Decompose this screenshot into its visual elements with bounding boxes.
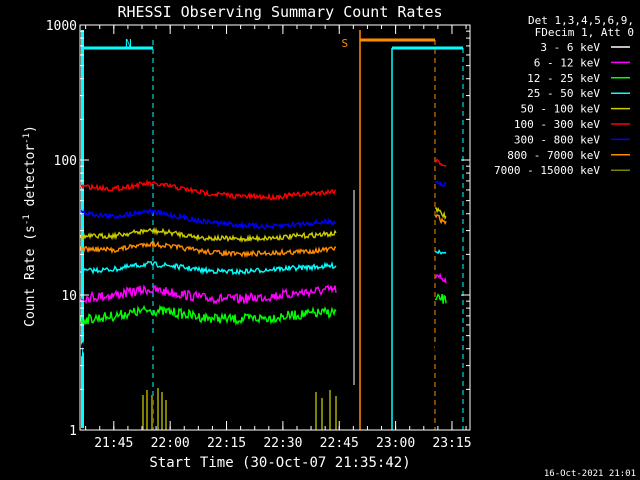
- x-tick-label-3: 22:30: [263, 436, 302, 451]
- legend-label-4: 50 - 100 keV: [521, 103, 601, 116]
- legend-label-1: 6 - 12 keV: [534, 56, 601, 69]
- series-line-7-0: [79, 240, 336, 259]
- x-tick-label-2: 22:15: [207, 436, 246, 451]
- series-line-3-1: [434, 248, 447, 255]
- legend-label-7: 800 - 7000 keV: [507, 149, 600, 162]
- legend-header-1: FDecim 1, Att 0: [535, 26, 634, 39]
- legend-label-8: 7000 - 15000 keV: [494, 164, 600, 177]
- series-line-4-0: [79, 226, 337, 243]
- plot-frame: [79, 24, 471, 431]
- series-line-4-1: [435, 206, 447, 220]
- legend-label-0: 3 - 6 keV: [540, 41, 600, 54]
- series-line-2-1: [434, 293, 447, 304]
- series-line-0-0: [79, 331, 337, 366]
- x-tick-label-4: 22:45: [320, 436, 359, 451]
- annotation-s: S: [342, 37, 349, 50]
- y-axis-label: Count Rate (s-1 detector-1): [22, 125, 38, 327]
- series-line-2-0: [79, 304, 337, 326]
- x-tick-label-6: 23:15: [432, 436, 471, 451]
- series-line-1-0: [79, 284, 337, 305]
- series-line-0-1: [434, 337, 447, 354]
- y-tick-label-0: 1000: [46, 19, 77, 34]
- saa-bar-left: [81, 30, 84, 428]
- series-line-7-1: [434, 213, 447, 226]
- y-tick-label-1: 100: [54, 154, 77, 169]
- series-line-5-1: [435, 158, 447, 167]
- legend-label-6: 300 - 800 keV: [514, 133, 600, 146]
- legend-label-5: 100 - 300 keV: [514, 118, 600, 131]
- x-tick-label-1: 22:00: [151, 436, 190, 451]
- series-line-6-1: [434, 180, 447, 188]
- footer-timestamp: 16-Oct-2021 21:01: [544, 469, 636, 479]
- x-tick-label-5: 23:00: [376, 436, 415, 451]
- y-tick-label-3: 1: [69, 424, 77, 439]
- series-line-5-0: [79, 178, 337, 202]
- y-tick-label-2: 10: [61, 289, 77, 304]
- chart-title: RHESSI Observing Summary Count Rates: [117, 3, 442, 21]
- series-line-3-0: [80, 260, 337, 276]
- series-line-1-1: [435, 272, 447, 284]
- series-line-6-0: [79, 207, 337, 230]
- annotation-n: N: [125, 37, 132, 50]
- legend-header-0: Det 1,3,4,5,6,9,: [528, 14, 634, 27]
- legend-label-2: 12 - 25 keV: [527, 72, 600, 85]
- legend-label-3: 25 - 50 keV: [527, 87, 600, 100]
- x-tick-label-0: 21:45: [94, 436, 133, 451]
- x-axis-label: Start Time (30-Oct-07 21:35:42): [149, 455, 410, 471]
